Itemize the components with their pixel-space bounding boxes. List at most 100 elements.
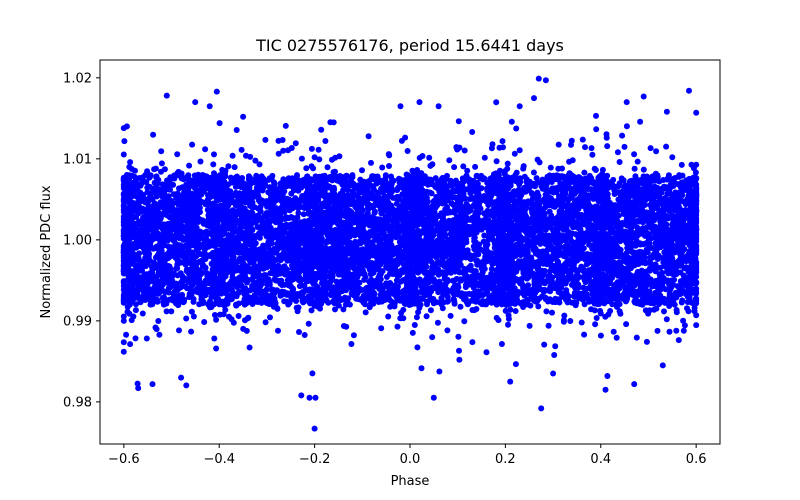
data-point — [493, 158, 500, 165]
data-point — [343, 323, 350, 330]
data-point — [378, 325, 385, 332]
data-point — [582, 144, 588, 151]
data-point — [213, 345, 220, 352]
data-point — [409, 329, 416, 336]
data-point — [693, 322, 700, 329]
data-point — [156, 331, 163, 338]
data-point — [413, 314, 420, 321]
data-point — [581, 301, 588, 308]
data-point — [591, 307, 598, 314]
data-point — [536, 202, 543, 208]
data-point — [498, 341, 505, 347]
data-point — [461, 147, 468, 154]
data-point — [663, 143, 670, 150]
data-point — [423, 313, 430, 320]
data-point — [500, 144, 506, 151]
data-point — [238, 146, 245, 153]
data-point — [292, 140, 299, 147]
data-point — [589, 151, 596, 158]
data-point — [423, 194, 430, 201]
data-point — [120, 348, 127, 355]
data-point — [235, 313, 242, 319]
data-point — [646, 288, 653, 295]
data-point — [305, 320, 312, 327]
data-point — [153, 174, 160, 181]
data-point — [275, 150, 282, 157]
data-point — [174, 272, 181, 279]
data-point — [186, 162, 193, 169]
data-point — [390, 194, 397, 201]
data-point — [120, 339, 127, 346]
data-point — [385, 280, 392, 287]
data-point — [507, 306, 514, 313]
data-point — [605, 311, 612, 318]
data-point — [300, 211, 307, 218]
data-point — [456, 356, 463, 363]
data-point — [246, 344, 253, 351]
data-point — [675, 337, 682, 344]
data-point — [623, 99, 630, 106]
data-point — [581, 331, 588, 338]
data-point — [243, 327, 250, 334]
data-point — [298, 155, 305, 162]
data-point — [231, 164, 238, 171]
data-point — [155, 318, 162, 324]
data-point — [263, 286, 270, 293]
data-point — [324, 164, 331, 171]
data-point — [127, 159, 134, 166]
data-point — [610, 328, 617, 335]
data-point — [526, 322, 533, 329]
data-point — [504, 160, 511, 167]
data-point — [593, 126, 600, 133]
data-point — [329, 156, 335, 163]
data-point — [386, 163, 392, 169]
data-point — [190, 313, 197, 320]
data-point — [661, 308, 667, 315]
data-point — [335, 302, 342, 309]
data-point — [147, 172, 154, 179]
data-point — [301, 332, 308, 338]
data-point — [404, 148, 411, 154]
data-point — [316, 156, 323, 163]
data-point — [126, 164, 133, 170]
data-point — [211, 170, 217, 177]
data-point — [398, 309, 405, 316]
data-point — [151, 166, 158, 173]
data-point — [168, 308, 175, 315]
data-point — [666, 303, 673, 309]
data-point — [460, 163, 467, 170]
data-point — [499, 138, 506, 145]
data-point — [318, 126, 325, 133]
data-point — [455, 333, 462, 340]
data-point — [429, 334, 436, 341]
data-point — [680, 317, 687, 324]
data-point — [233, 127, 240, 133]
data-point — [150, 131, 157, 138]
data-point — [673, 327, 680, 334]
data-point — [643, 338, 650, 345]
data-point — [414, 344, 421, 351]
data-point — [513, 169, 520, 176]
data-point — [350, 332, 357, 339]
data-point — [504, 165, 511, 172]
data-point — [132, 167, 138, 174]
data-point — [132, 307, 139, 314]
data-point — [282, 122, 289, 129]
chart-title: TIC 0275576176, period 15.6441 days — [255, 36, 564, 55]
data-point — [516, 147, 523, 154]
data-point — [322, 138, 329, 144]
data-point — [216, 120, 223, 127]
data-point — [312, 394, 319, 401]
data-point — [640, 166, 647, 173]
data-point — [197, 158, 204, 165]
data-point — [303, 165, 310, 172]
data-point — [614, 149, 621, 156]
data-point — [530, 169, 537, 176]
data-point — [183, 315, 190, 322]
data-points-layer — [120, 75, 700, 432]
data-point — [681, 322, 688, 329]
data-point — [211, 335, 218, 342]
data-point — [444, 327, 451, 334]
data-point — [175, 302, 182, 309]
data-point — [434, 319, 441, 326]
